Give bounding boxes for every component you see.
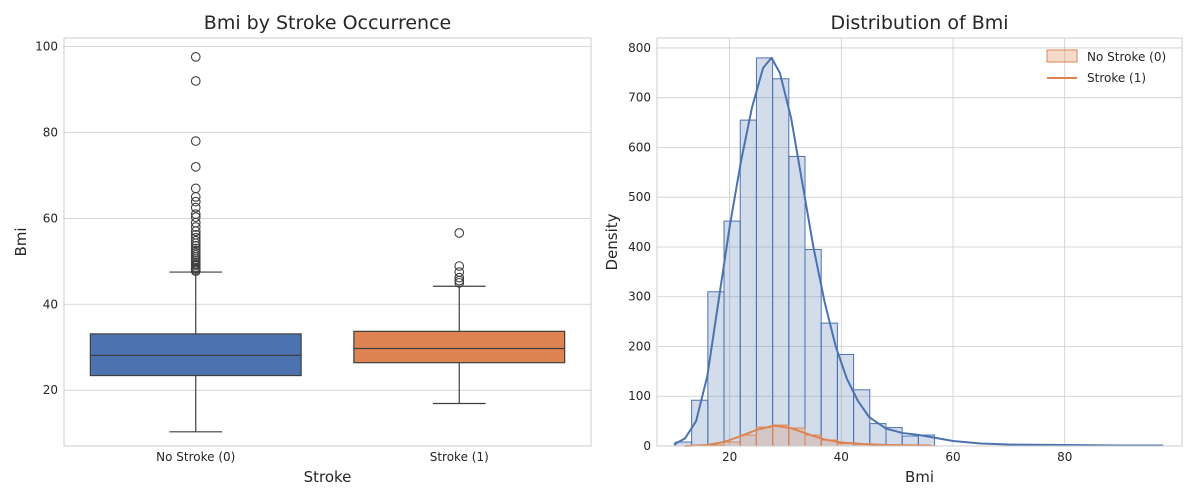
box-0 [89, 333, 302, 377]
x-tick-label: Stroke (1) [430, 450, 489, 464]
outlier-point [190, 243, 201, 254]
outlier-point [190, 196, 201, 207]
x-tick-label: 40 [834, 450, 849, 464]
x-axis-label: Bmi [905, 468, 934, 486]
outlier-point [454, 267, 465, 277]
plot-frame [63, 37, 592, 447]
y-tick-label: 500 [628, 190, 651, 204]
outlier-point [190, 229, 201, 240]
y-tick-label: 200 [628, 339, 651, 353]
outlier-point [190, 52, 201, 62]
outlier-point [190, 222, 201, 232]
y-tick-label: 80 [43, 125, 58, 139]
outlier-point [454, 272, 465, 283]
y-tick-label: 400 [628, 240, 651, 254]
outlier-point [190, 212, 201, 222]
plot-frame [656, 37, 1183, 447]
y-axis-label: Bmi [12, 227, 30, 256]
outlier-point [190, 161, 201, 172]
y-tick-label: 100 [35, 40, 58, 54]
outlier-point [454, 261, 465, 271]
y-tick-label: 20 [43, 383, 58, 397]
box-1 [353, 330, 566, 364]
kde-line-0 [673, 56, 1164, 447]
outlier-point [190, 235, 201, 246]
legend-swatch-patch [1046, 49, 1078, 63]
y-tick-label: 40 [43, 297, 58, 311]
y-tick-label: 300 [628, 290, 651, 304]
legend-label: Stroke (1) [1087, 71, 1146, 85]
outlier-point [190, 209, 201, 219]
y-tick-label: 700 [628, 91, 651, 105]
chart-title: Distribution of Bmi [830, 12, 1008, 34]
y-tick-label: 0 [643, 439, 651, 453]
y-tick-label: 600 [628, 140, 651, 154]
chart-title: Bmi by Stroke Occurrence [204, 12, 451, 34]
outlier-point [190, 183, 201, 194]
y-axis-label: Density [603, 213, 621, 270]
y-tick-label: 60 [43, 211, 58, 225]
x-tick-label: 80 [1057, 450, 1072, 464]
y-tick-label: 100 [628, 389, 651, 403]
x-tick-label: 60 [945, 450, 960, 464]
x-axis-label: Stroke [304, 468, 352, 486]
x-tick-label: 20 [722, 450, 737, 464]
outlier-point [190, 76, 201, 86]
outlier-point [190, 202, 201, 213]
kde-line-1 [684, 424, 931, 447]
outlier-point [190, 136, 201, 146]
y-tick-label: 800 [628, 41, 651, 55]
legend-label: No Stroke (0) [1087, 50, 1166, 64]
outlier-point [190, 232, 201, 243]
x-tick-label: No Stroke (0) [156, 450, 235, 464]
boxplot-panel: 20 40 60 80 100 No Stroke (0) Stroke (1) Bmi by… [12, 12, 592, 486]
outlier-point [454, 228, 465, 238]
